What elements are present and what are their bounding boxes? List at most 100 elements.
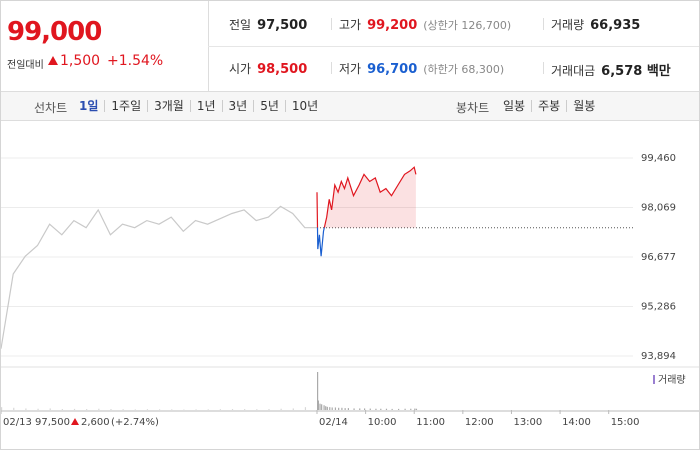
change: 1,500 xyxy=(60,53,101,69)
volume-bar xyxy=(391,408,393,410)
volume-bar xyxy=(25,408,27,410)
tab[interactable]: 월봉 xyxy=(566,100,601,112)
stat: 거래량 66,935 xyxy=(551,16,640,33)
volume-bar xyxy=(410,408,412,410)
up-arrow xyxy=(71,418,79,425)
tab[interactable]: 5년 xyxy=(253,100,285,112)
stat-label: 전일 xyxy=(229,18,252,32)
x-tick-label: 14:00 xyxy=(562,417,591,428)
volume-bar xyxy=(134,409,136,410)
stat-value: 6,578 백만 xyxy=(601,64,671,79)
volume-bar xyxy=(219,409,221,410)
volume-bar xyxy=(353,408,355,410)
stat-label: 고가 xyxy=(339,18,362,32)
volume-bar xyxy=(347,408,349,410)
volume-bar xyxy=(244,409,246,410)
divider xyxy=(331,18,332,30)
volume-bar xyxy=(61,409,63,410)
tab[interactable]: 주봉 xyxy=(531,100,566,112)
volume-bar xyxy=(329,407,331,410)
volume-bar xyxy=(98,408,100,410)
tab[interactable]: 1일 xyxy=(79,99,99,113)
y-tick-label: 99,460 xyxy=(641,153,676,164)
volume-bar xyxy=(398,408,400,410)
change-pct: +1.54% xyxy=(107,53,164,69)
volume-bar xyxy=(292,408,294,410)
volume-bar xyxy=(338,407,340,410)
volume-bar xyxy=(344,408,346,410)
stat: 고가 99,200 (상한가 126,700) xyxy=(339,16,511,33)
tab[interactable]: 3개월 xyxy=(147,100,190,112)
volume-bar xyxy=(321,404,323,410)
volume-bar xyxy=(73,408,76,410)
volume-bar xyxy=(319,403,321,410)
price-line xyxy=(316,166,417,257)
volume-bar xyxy=(13,407,15,410)
volume-bar xyxy=(171,409,173,410)
stat-note: (하한가 68,300) xyxy=(423,63,505,76)
volume-bar xyxy=(195,409,197,410)
prev-change: 2,600 xyxy=(81,417,110,428)
volume-bar xyxy=(369,408,371,410)
volume-bar xyxy=(334,407,337,410)
legend-label: 거래량 xyxy=(658,374,686,386)
tab-bar: 선차트 1일 1주일 3개월 1년 3년 5년 10년 봉차트 일봉 주봉 월봉 xyxy=(1,91,699,121)
up-arrow xyxy=(48,56,58,65)
stat: 시가 98,500 xyxy=(229,60,307,77)
volume-bar xyxy=(341,407,343,410)
tab[interactable]: 1년 xyxy=(189,100,222,112)
stat-label: 시가 xyxy=(229,62,252,76)
volume-bar xyxy=(49,408,51,410)
volume-bar xyxy=(404,408,406,410)
stat: 전일 97,500 xyxy=(229,16,307,33)
prev-change-pct: (+2.74%) xyxy=(111,417,159,428)
volume-bar xyxy=(86,409,88,410)
volume-bar xyxy=(325,406,327,410)
volume-bar xyxy=(110,409,112,410)
tab-label: 선차트 xyxy=(34,101,68,115)
tab[interactable]: 3년 xyxy=(221,100,254,112)
x-tick-label: 15:00 xyxy=(611,417,640,428)
divider xyxy=(543,62,544,74)
volume-bar xyxy=(304,407,307,410)
price-line xyxy=(1,205,317,349)
stat-value: 66,935 xyxy=(590,18,641,33)
x-tick-label: 10:00 xyxy=(368,417,397,428)
volume-bar xyxy=(385,408,388,410)
divider xyxy=(543,18,544,30)
volume-bar xyxy=(268,409,270,410)
stat-value: 96,700 xyxy=(367,62,418,77)
volume-bar xyxy=(231,409,234,410)
stat-value: 99,200 xyxy=(367,18,418,33)
tab-label: 봉차트 xyxy=(456,101,490,115)
volume-bar xyxy=(207,409,209,410)
stat-label: 저가 xyxy=(339,62,362,76)
prev-close: 97,500 xyxy=(35,417,70,428)
tab-group: 1일 1주일 3개월 1년 3년 5년 10년 xyxy=(73,99,324,113)
volume-bar xyxy=(159,409,161,410)
volume-bar xyxy=(326,406,328,410)
tab-group: 일봉 주봉 월봉 xyxy=(497,99,601,113)
tab[interactable]: 1주일 xyxy=(104,100,147,112)
x-tick-label: 02/13 xyxy=(3,417,32,428)
stat-value: 98,500 xyxy=(257,62,308,77)
volume-bar xyxy=(280,408,282,410)
legend-swatch xyxy=(653,375,655,384)
y-tick-label: 96,677 xyxy=(641,252,676,263)
volume-bar xyxy=(375,408,377,410)
tab[interactable]: 일봉 xyxy=(503,99,526,113)
tab[interactable]: 10년 xyxy=(284,100,324,112)
divider xyxy=(208,46,699,47)
x-tick-label: 02/14 xyxy=(319,417,348,428)
area-fill xyxy=(317,167,416,228)
volume-bar xyxy=(317,400,320,410)
volume-bar xyxy=(317,372,319,410)
x-tick-label: 13:00 xyxy=(513,417,542,428)
volume-bar xyxy=(256,409,258,410)
last-price: 99,000 xyxy=(7,17,102,47)
stat: 저가 96,700 (하한가 68,300) xyxy=(339,60,504,77)
divider xyxy=(331,62,332,74)
volume-bar xyxy=(414,408,416,410)
stat-label: 거래대금 xyxy=(551,64,596,78)
